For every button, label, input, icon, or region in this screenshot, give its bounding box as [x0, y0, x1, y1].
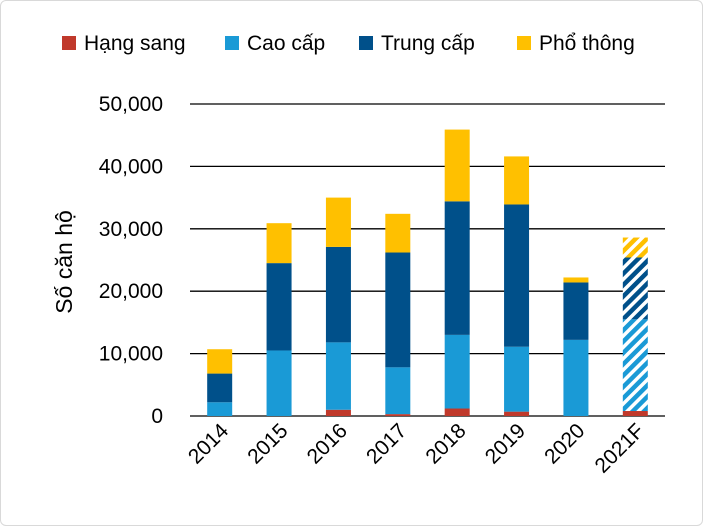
- bar-segment-2016-phổ-thông: [325, 197, 351, 247]
- bar-segment-2019-hạng-sang: [504, 411, 530, 416]
- x-tick-label: 2020: [540, 419, 589, 468]
- bar-segment-2016-trung-cấp: [325, 246, 351, 343]
- bar-segment-2016-cao-cấp: [325, 342, 351, 410]
- bar-segment-2017-cao-cấp: [385, 367, 411, 415]
- x-tick-label: 2014: [184, 419, 234, 469]
- bar-segment-2021F-cao-cấp: [622, 319, 648, 412]
- bar-segment-2014-cao-cấp: [207, 402, 233, 416]
- bar-segment-2018-trung-cấp: [444, 201, 470, 335]
- x-tick-label: 2019: [481, 419, 530, 468]
- bar-segment-2019-trung-cấp: [504, 204, 530, 347]
- y-tick-label: 20,000: [99, 280, 163, 303]
- gridlines: [190, 103, 665, 417]
- x-tick-label: 2016: [303, 419, 352, 468]
- y-tick-label: 10,000: [99, 343, 163, 366]
- bar-segment-2017-trung-cấp: [385, 252, 411, 368]
- bar-segment-2018-hạng-sang: [444, 408, 470, 416]
- y-tick-labels: 0 10,000 20,000 30,000 40,000 50,000: [99, 93, 163, 428]
- y-tick-label: 40,000: [99, 155, 163, 178]
- legend-label: Hạng sang: [84, 32, 186, 55]
- bar-segment-2015-cao-cấp: [266, 350, 292, 416]
- bar-segment-2015-phổ-thông: [266, 223, 292, 264]
- legend-swatch: [62, 36, 76, 50]
- y-tick-label: 30,000: [99, 218, 163, 241]
- legend-label: Trung cấp: [381, 32, 475, 55]
- legend-swatch: [359, 36, 373, 50]
- bar-segment-2015-trung-cấp: [266, 263, 292, 351]
- x-tick-label: 2017: [362, 419, 411, 468]
- y-tick-label: 50,000: [99, 93, 163, 116]
- bar-segment-2017-hạng-sang: [385, 414, 411, 416]
- legend-label: Phổ thông: [539, 32, 635, 55]
- x-tick-label: 2021F: [590, 419, 648, 477]
- bar-segment-2018-cao-cấp: [444, 334, 470, 409]
- bar-segment-2019-phổ-thông: [504, 156, 530, 205]
- x-tick-labels: 2014 2015 2016 2017 2018 2019 2020 2021F: [184, 419, 649, 478]
- bar-segment-2016-hạng-sang: [325, 409, 351, 416]
- bar-segment-2021F-hạng-sang: [622, 411, 648, 416]
- bar-segment-2021F-trung-cấp: [622, 257, 648, 320]
- x-tick-label: 2018: [421, 419, 470, 468]
- bar-segment-2018-phổ-thông: [444, 129, 470, 202]
- legend: Hạng sang Cao cấp Trung cấp Phổ thông: [62, 32, 635, 55]
- legend-swatch: [517, 36, 531, 50]
- bar-segment-2020-trung-cấp: [563, 282, 589, 340]
- y-axis-title: Số căn hộ: [51, 210, 77, 314]
- bars: [207, 129, 648, 416]
- legend-swatch: [225, 36, 239, 50]
- x-tick-label: 2015: [243, 419, 292, 468]
- legend-label: Cao cấp: [247, 32, 325, 55]
- y-tick-label: 0: [151, 405, 163, 428]
- bar-segment-2017-phổ-thông: [385, 213, 411, 253]
- bar-segment-2020-phổ-thông: [563, 277, 589, 283]
- bar-segment-2021F-phổ-thông: [622, 237, 648, 258]
- bar-segment-2020-cao-cấp: [563, 339, 589, 416]
- bar-segment-2014-trung-cấp: [207, 373, 233, 403]
- bar-segment-2014-phổ-thông: [207, 349, 233, 374]
- bar-segment-2019-cao-cấp: [504, 346, 530, 412]
